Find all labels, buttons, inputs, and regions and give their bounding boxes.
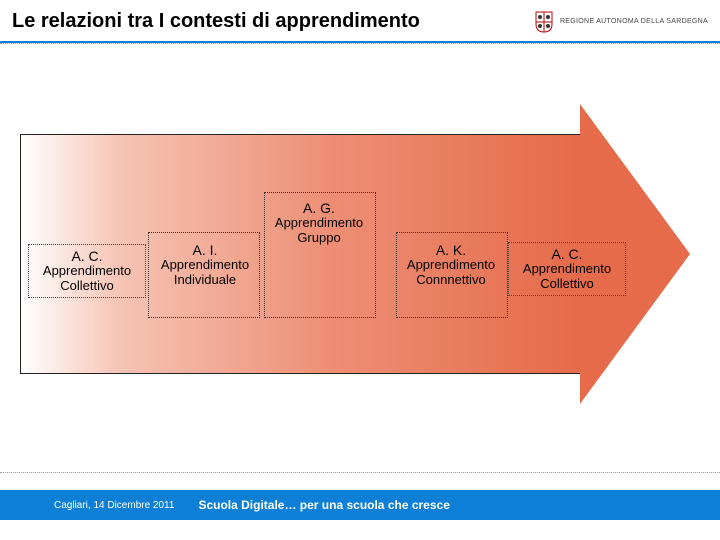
slide-title: Le relazioni tra I contesti di apprendim… [12,10,420,33]
node-label-line: Apprendimento [33,264,141,279]
node-ac1: A. C.ApprendimentoCollettivo [28,244,146,298]
footer-date: Cagliari, 14 Dicembre 2011 [54,500,174,511]
node-ac2: A. C.ApprendimentoCollettivo [508,242,626,296]
node-label-line: Individuale [146,273,264,288]
node-abbr: A. C. [513,246,621,262]
node-label-line: Gruppo [260,231,378,246]
node-label-line: Apprendimento [513,262,621,277]
node-ai: A. I.ApprendimentoIndividuale [146,242,264,288]
node-label-line: Connnettivo [392,273,510,288]
diagram-canvas: A. C.ApprendimentoCollettivoA. I.Apprend… [0,43,720,473]
node-abbr: A. G. [260,200,378,216]
slide-footer: Cagliari, 14 Dicembre 2011 Scuola Digita… [0,490,720,520]
node-label-line: Apprendimento [146,258,264,273]
node-label-line: Apprendimento [392,258,510,273]
node-label-line: Collettivo [33,279,141,294]
node-label-line: Apprendimento [260,216,378,231]
logo-text: REGIONE AUTONOMA DELLA SARDEGNA [560,18,708,25]
sardegna-shield-icon [534,11,554,33]
region-logo: REGIONE AUTONOMA DELLA SARDEGNA [534,11,708,33]
node-abbr: A. C. [33,248,141,264]
footer-tagline: Scuola Digitale… per una scuola che cres… [198,498,449,512]
node-abbr: A. I. [146,242,264,258]
node-ag: A. G.ApprendimentoGruppo [260,200,378,246]
node-label-line: Collettivo [513,277,621,292]
node-abbr: A. K. [392,242,510,258]
slide-header: Le relazioni tra I contesti di apprendim… [0,0,720,39]
node-ak: A. K.ApprendimentoConnnettivo [392,242,510,288]
